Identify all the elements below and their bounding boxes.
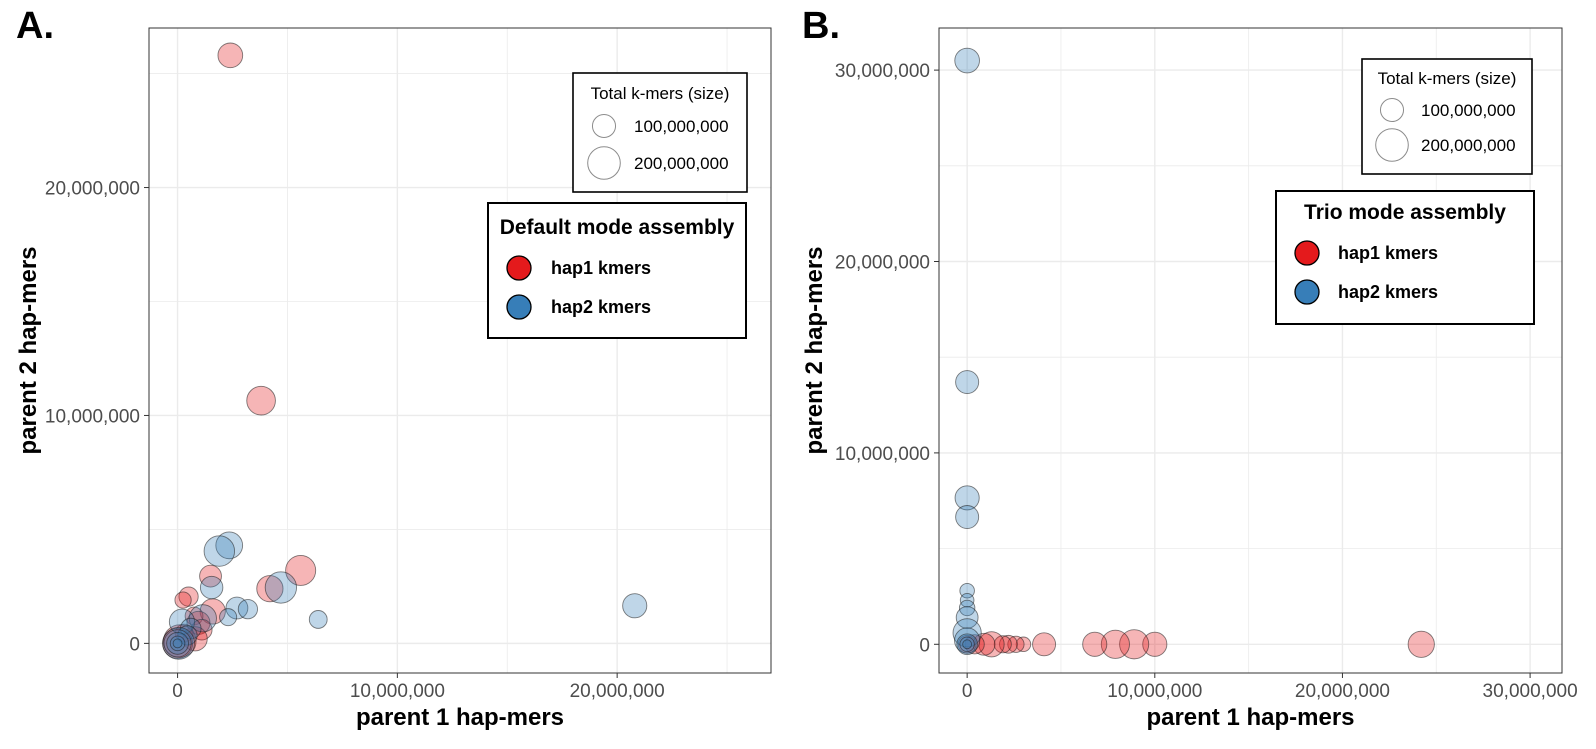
y-tick-label: 0 [919, 635, 930, 656]
panel-label: A. [16, 5, 54, 47]
hap1-point [1007, 635, 1025, 653]
hap1-point [1100, 629, 1130, 659]
color-legend-title: Default mode assembly [500, 216, 735, 239]
size-legend-key [591, 113, 617, 139]
hap2-point [954, 485, 980, 511]
hap1-point [1082, 631, 1108, 657]
hap2-point [955, 370, 980, 395]
color-legend-label: hap2 kmers [1338, 282, 1438, 302]
hap1-point [999, 634, 1018, 654]
hap2-point [622, 593, 648, 619]
y-tick-label: 30,000,000 [835, 61, 930, 82]
hap2-point [163, 629, 192, 658]
hap2-point [954, 47, 980, 74]
x-tick-label: 10,000,000 [1107, 681, 1202, 702]
x-axis-title: parent 1 hap-mers [356, 704, 564, 731]
hap2-point [162, 627, 196, 660]
x-tick-label: 0 [172, 681, 183, 702]
hap2-point [308, 610, 328, 629]
x-tick-label: 20,000,000 [1295, 681, 1390, 702]
hap1-point [246, 385, 276, 416]
hap2-point [958, 599, 976, 617]
hap2-point [219, 608, 238, 627]
hap2-point [199, 575, 224, 600]
size-legend-label: 200,000,000 [634, 154, 729, 173]
color-legend-label: hap1 kmers [1338, 243, 1438, 263]
grid-lines [939, 28, 1562, 673]
panel-label: B. [802, 5, 840, 47]
color-legend-label: hap1 kmers [551, 258, 651, 278]
hap1-point [217, 42, 244, 69]
hap2-point [962, 639, 973, 650]
hap2-legend-key [506, 294, 532, 320]
size-legend-title: Total k-mers (size) [591, 84, 730, 103]
y-tick-label: 20,000,000 [45, 179, 140, 200]
hap1-legend-key [506, 255, 532, 281]
hap1-point [174, 591, 192, 609]
color-legend: Trio mode assembly hap1 kmers hap2 kmers [1275, 190, 1535, 325]
hap2-point [237, 599, 258, 620]
y-axis-title: parent 2 hap-mers [801, 246, 828, 454]
hap2-point [954, 627, 981, 654]
x-tick-label: 30,000,000 [1483, 681, 1578, 702]
data-points [162, 42, 648, 660]
size-legend-title: Total k-mers (size) [1378, 69, 1517, 88]
hap1-point [993, 635, 1012, 654]
size-legend-key [587, 146, 621, 180]
hap2-point [955, 606, 979, 629]
hap2-legend-key [1294, 279, 1320, 305]
size-legend-label: 100,000,000 [634, 117, 729, 136]
color-legend-label: hap2 kmers [551, 297, 651, 317]
data-points [952, 47, 1435, 660]
hap2-point [955, 505, 980, 529]
size-legend-box [1361, 58, 1533, 175]
size-legend: Total k-mers (size) 100,000,000 200,000,00… [1361, 58, 1533, 175]
plot-border [148, 27, 772, 674]
hap2-point [203, 535, 236, 567]
color-legend: Default mode assembly hap1 kmers hap2 kmer… [487, 202, 747, 339]
hap2-point [172, 638, 183, 649]
hap2-point [215, 531, 244, 560]
hap2-point [959, 636, 975, 653]
plot-border [938, 27, 1563, 674]
size-legend-label: 100,000,000 [1421, 101, 1516, 120]
chart-panel-a: 0 10,000,000 20,000,000 0 10,000,000 20,000,0… [15, 5, 772, 731]
x-tick-label: 0 [962, 681, 973, 702]
y-tick-label: 10,000,000 [835, 444, 930, 465]
y-tick-label: 10,000,000 [45, 406, 140, 427]
size-legend-key [1379, 97, 1405, 123]
hap2-point [952, 618, 982, 648]
y-tick-label: 20,000,000 [835, 253, 930, 274]
hap1-point [1142, 631, 1168, 657]
hap1-legend-key [1294, 240, 1320, 266]
y-tick-label: 0 [129, 634, 140, 655]
size-legend-key [1375, 128, 1409, 162]
size-legend-label: 200,000,000 [1421, 136, 1516, 155]
size-legend-box [572, 72, 748, 193]
y-axis-title: parent 2 hap-mers [15, 246, 42, 454]
x-axis-title: parent 1 hap-mers [1146, 704, 1354, 731]
chart-panel-b: 0 10,000,000 20,000,000 30,000,000 0 10,000,0… [801, 5, 1578, 731]
color-legend-title: Trio mode assembly [1304, 201, 1506, 224]
hap2-point [169, 635, 186, 652]
hap1-point [256, 575, 284, 603]
x-tick-label: 20,000,000 [570, 681, 665, 702]
x-tick-label: 10,000,000 [350, 681, 445, 702]
hap1-point [1407, 630, 1435, 658]
size-legend: Total k-mers (size) 100,000,000 200,000,00… [572, 72, 748, 193]
hap2-point [264, 571, 297, 604]
hap1-point [1119, 629, 1150, 660]
color-legend-box [1275, 190, 1535, 325]
hap1-point [1015, 636, 1032, 653]
hap1-point [1032, 632, 1057, 657]
